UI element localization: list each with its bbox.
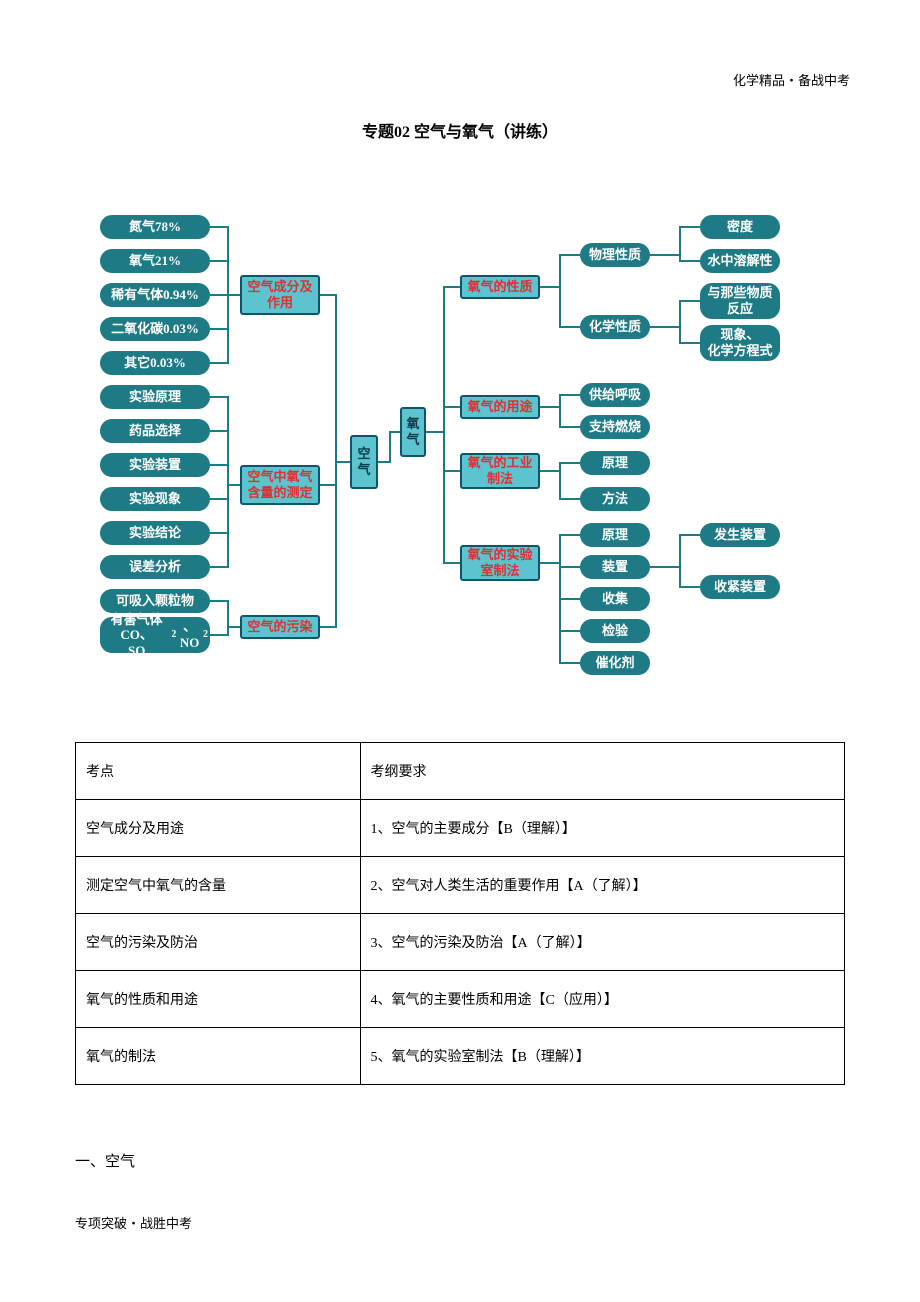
syllabus-table: 考点考纲要求空气成分及用途1、空气的主要成分【B（理解）】测定空气中氧气的含量2… — [75, 742, 845, 1085]
node-cO2: 氧 气 — [400, 407, 426, 457]
node-p2: 化学性质 — [580, 315, 650, 339]
node-p4: 支持燃烧 — [580, 415, 650, 439]
table-cell: 4、氧气的主要性质和用途【C（应用）】 — [360, 971, 844, 1028]
table-cell: 3、空气的污染及防治【A（了解）】 — [360, 914, 844, 971]
node-p9: 收集 — [580, 587, 650, 611]
node-l4: 二氧化碳0.03% — [100, 317, 210, 341]
node-l11: 误差分析 — [100, 555, 210, 579]
table-cell: 测定空气中氧气的含量 — [76, 857, 361, 914]
node-l13: 有害气体CO、SO2、NO2 — [100, 617, 210, 653]
table-row: 空气成分及用途1、空气的主要成分【B（理解）】 — [76, 800, 845, 857]
node-l2: 氧气21% — [100, 249, 210, 273]
table-cell: 氧气的制法 — [76, 1028, 361, 1085]
node-q3: 与那些物质 反应 — [700, 283, 780, 319]
node-p1: 物理性质 — [580, 243, 650, 267]
node-p10: 检验 — [580, 619, 650, 643]
table-row: 空气的污染及防治3、空气的污染及防治【A（了解）】 — [76, 914, 845, 971]
node-r4: 氧气的实验 室制法 — [460, 545, 540, 581]
node-q4: 现象、 化学方程式 — [700, 325, 780, 361]
node-p7: 原理 — [580, 523, 650, 547]
node-m1: 空气成分及 作用 — [240, 275, 320, 315]
node-p11: 催化剂 — [580, 651, 650, 675]
node-r2: 氧气的用途 — [460, 395, 540, 419]
table-cell: 空气成分及用途 — [76, 800, 361, 857]
node-l6: 实验原理 — [100, 385, 210, 409]
node-l9: 实验现象 — [100, 487, 210, 511]
concept-diagram: 氮气78% 氧气21% 稀有气体0.94% 二氧化碳0.03% 其它0.03% 实验原理药… — [100, 215, 840, 640]
header-right: 化学精品・备战中考 — [733, 70, 850, 89]
table-header-cell: 考点 — [76, 743, 361, 800]
page-title: 专题02 空气与氧气（讲练） — [0, 118, 920, 142]
node-q6: 收紧装置 — [700, 575, 780, 599]
node-m2: 空气中氧气 含量的测定 — [240, 465, 320, 505]
node-r3: 氧气的工业 制法 — [460, 453, 540, 489]
node-q5: 发生装置 — [700, 523, 780, 547]
node-p5: 原理 — [580, 451, 650, 475]
table-header-cell: 考纲要求 — [360, 743, 844, 800]
table-row: 测定空气中氧气的含量2、空气对人类生活的重要作用【A（了解）】 — [76, 857, 845, 914]
node-l5: 其它0.03% — [100, 351, 210, 375]
table-row: 氧气的性质和用途4、氧气的主要性质和用途【C（应用）】 — [76, 971, 845, 1028]
table-cell: 1、空气的主要成分【B（理解）】 — [360, 800, 844, 857]
table-row: 氧气的制法5、氧气的实验室制法【B（理解）】 — [76, 1028, 845, 1085]
node-l3: 稀有气体0.94% — [100, 283, 210, 307]
node-m3: 空气的污染 — [240, 615, 320, 639]
table-cell: 5、氧气的实验室制法【B（理解）】 — [360, 1028, 844, 1085]
node-l8: 实验装置 — [100, 453, 210, 477]
node-q2: 水中溶解性 — [700, 249, 780, 273]
node-p3: 供给呼吸 — [580, 383, 650, 407]
table-cell: 氧气的性质和用途 — [76, 971, 361, 1028]
node-cAir: 空 气 — [350, 435, 378, 489]
table-cell: 2、空气对人类生活的重要作用【A（了解）】 — [360, 857, 844, 914]
node-p6: 方法 — [580, 487, 650, 511]
section-heading: 一、空气 — [75, 1150, 135, 1171]
node-r1: 氧气的性质 — [460, 275, 540, 299]
node-l1: 氮气78% — [100, 215, 210, 239]
node-l7: 药品选择 — [100, 419, 210, 443]
table-cell: 空气的污染及防治 — [76, 914, 361, 971]
node-q1: 密度 — [700, 215, 780, 239]
node-p8: 装置 — [580, 555, 650, 579]
node-l10: 实验结论 — [100, 521, 210, 545]
node-l12: 可吸入颗粒物 — [100, 589, 210, 613]
footer-left: 专项突破・战胜中考 — [75, 1213, 192, 1232]
